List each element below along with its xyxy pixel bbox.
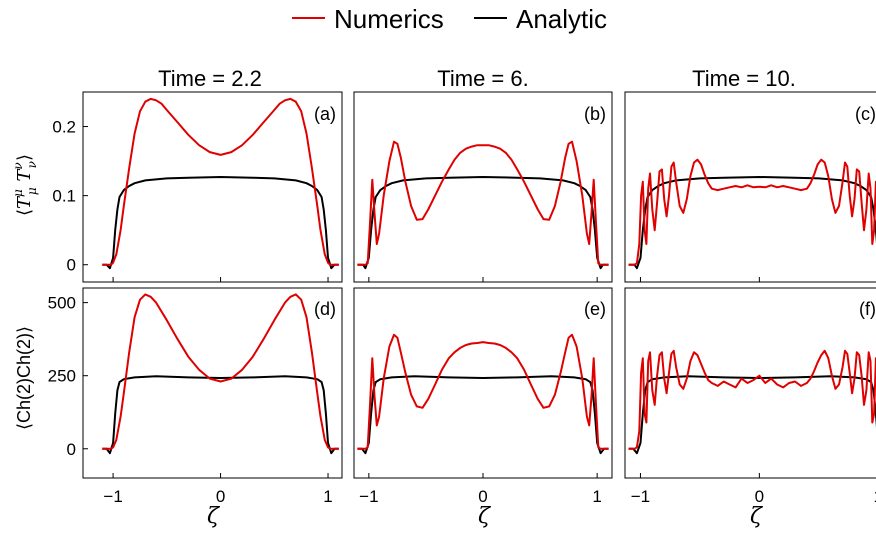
panel-letter-a: (a): [314, 104, 336, 124]
series-line-numerics-a: [102, 97, 339, 266]
panel-f-frame: [624, 287, 876, 479]
x-tick-label-d-2: 1: [323, 487, 332, 506]
panel-c-frame: [624, 91, 876, 283]
panel-letter-d: (d): [314, 299, 336, 319]
y-tick-label-a-2: 0.2: [52, 118, 76, 137]
panel-d-plot: 0 250 500 −1 0 1: [48, 293, 339, 506]
y-tick-label-a-0: 0: [67, 256, 76, 275]
series-line-analytic-f: [628, 375, 876, 455]
plot-layer: 0 0.1 0.2 0 250 500 −1 0 1 −1 0 1 −1 0 1: [48, 97, 876, 506]
y-tick-label-d-1: 250: [48, 367, 76, 386]
panel-letter-c: (c): [855, 104, 876, 124]
series-line-analytic-d: [102, 375, 339, 455]
x-axis-label-1: ζ: [207, 504, 221, 529]
y-tick-label-d-2: 500: [48, 294, 76, 313]
x-axis-label-2: ζ: [478, 504, 492, 529]
panel-a-plot: 0 0.1 0.2: [52, 97, 339, 282]
panel-b-plot: [357, 140, 609, 282]
row-label-bottom: ⟨Ch(2)Ch(2)⟩: [14, 326, 34, 430]
series-line-analytic-c: [628, 176, 876, 270]
column-title-1: Time = 2.2: [158, 66, 262, 91]
column-title-2: Time = 6.: [437, 66, 529, 91]
panel-a-frame: [82, 91, 343, 283]
panel-e-frame: [353, 287, 613, 479]
panels: [82, 91, 876, 479]
series-line-analytic-b: [357, 176, 609, 270]
x-tick-label-e-1: 0: [478, 487, 487, 506]
series-line-numerics-d: [102, 293, 339, 450]
x-tick-label-f-2: 1: [874, 487, 876, 506]
series-line-numerics-e: [357, 333, 609, 450]
legend-label-analytic: Analytic: [516, 4, 607, 34]
column-title-3: Time = 10.: [692, 66, 796, 91]
panel-e-plot: −1 0 1: [357, 333, 609, 506]
panel-letter-e: (e): [584, 299, 606, 319]
row-label-top: ⟨Tμμ Tνν⟩: [11, 154, 39, 216]
series-line-analytic-a: [102, 176, 339, 270]
series-line-analytic-e: [357, 375, 609, 455]
x-tick-label-d-1: 0: [216, 487, 225, 506]
series-line-numerics-f: [628, 349, 876, 450]
x-axis-label-3: ζ: [750, 504, 764, 529]
panel-letter-f: (f): [859, 299, 876, 319]
panel-letter-b: (b): [584, 104, 606, 124]
y-tick-label-d-0: 0: [67, 440, 76, 459]
panel-c-plot: [628, 158, 876, 282]
series-line-numerics-b: [357, 140, 609, 266]
y-tick-label-a-1: 0.1: [52, 187, 76, 206]
x-tick-label-f-1: 0: [755, 487, 764, 506]
panel-b-frame: [353, 91, 613, 283]
legend: Numerics Analytic: [292, 4, 607, 34]
legend-label-numerics: Numerics: [334, 4, 444, 34]
x-tick-label-d-0: −1: [103, 487, 122, 506]
panel-f-plot: −1 0 1: [628, 349, 876, 506]
x-tick-label-e-2: 1: [592, 487, 601, 506]
x-tick-label-f-0: −1: [631, 487, 650, 506]
panel-d-frame: [82, 287, 343, 479]
row-label-top-text: ⟨Tμμ Tνν⟩: [11, 154, 39, 216]
x-tick-label-e-0: −1: [359, 487, 378, 506]
series-line-numerics-c: [628, 158, 876, 266]
